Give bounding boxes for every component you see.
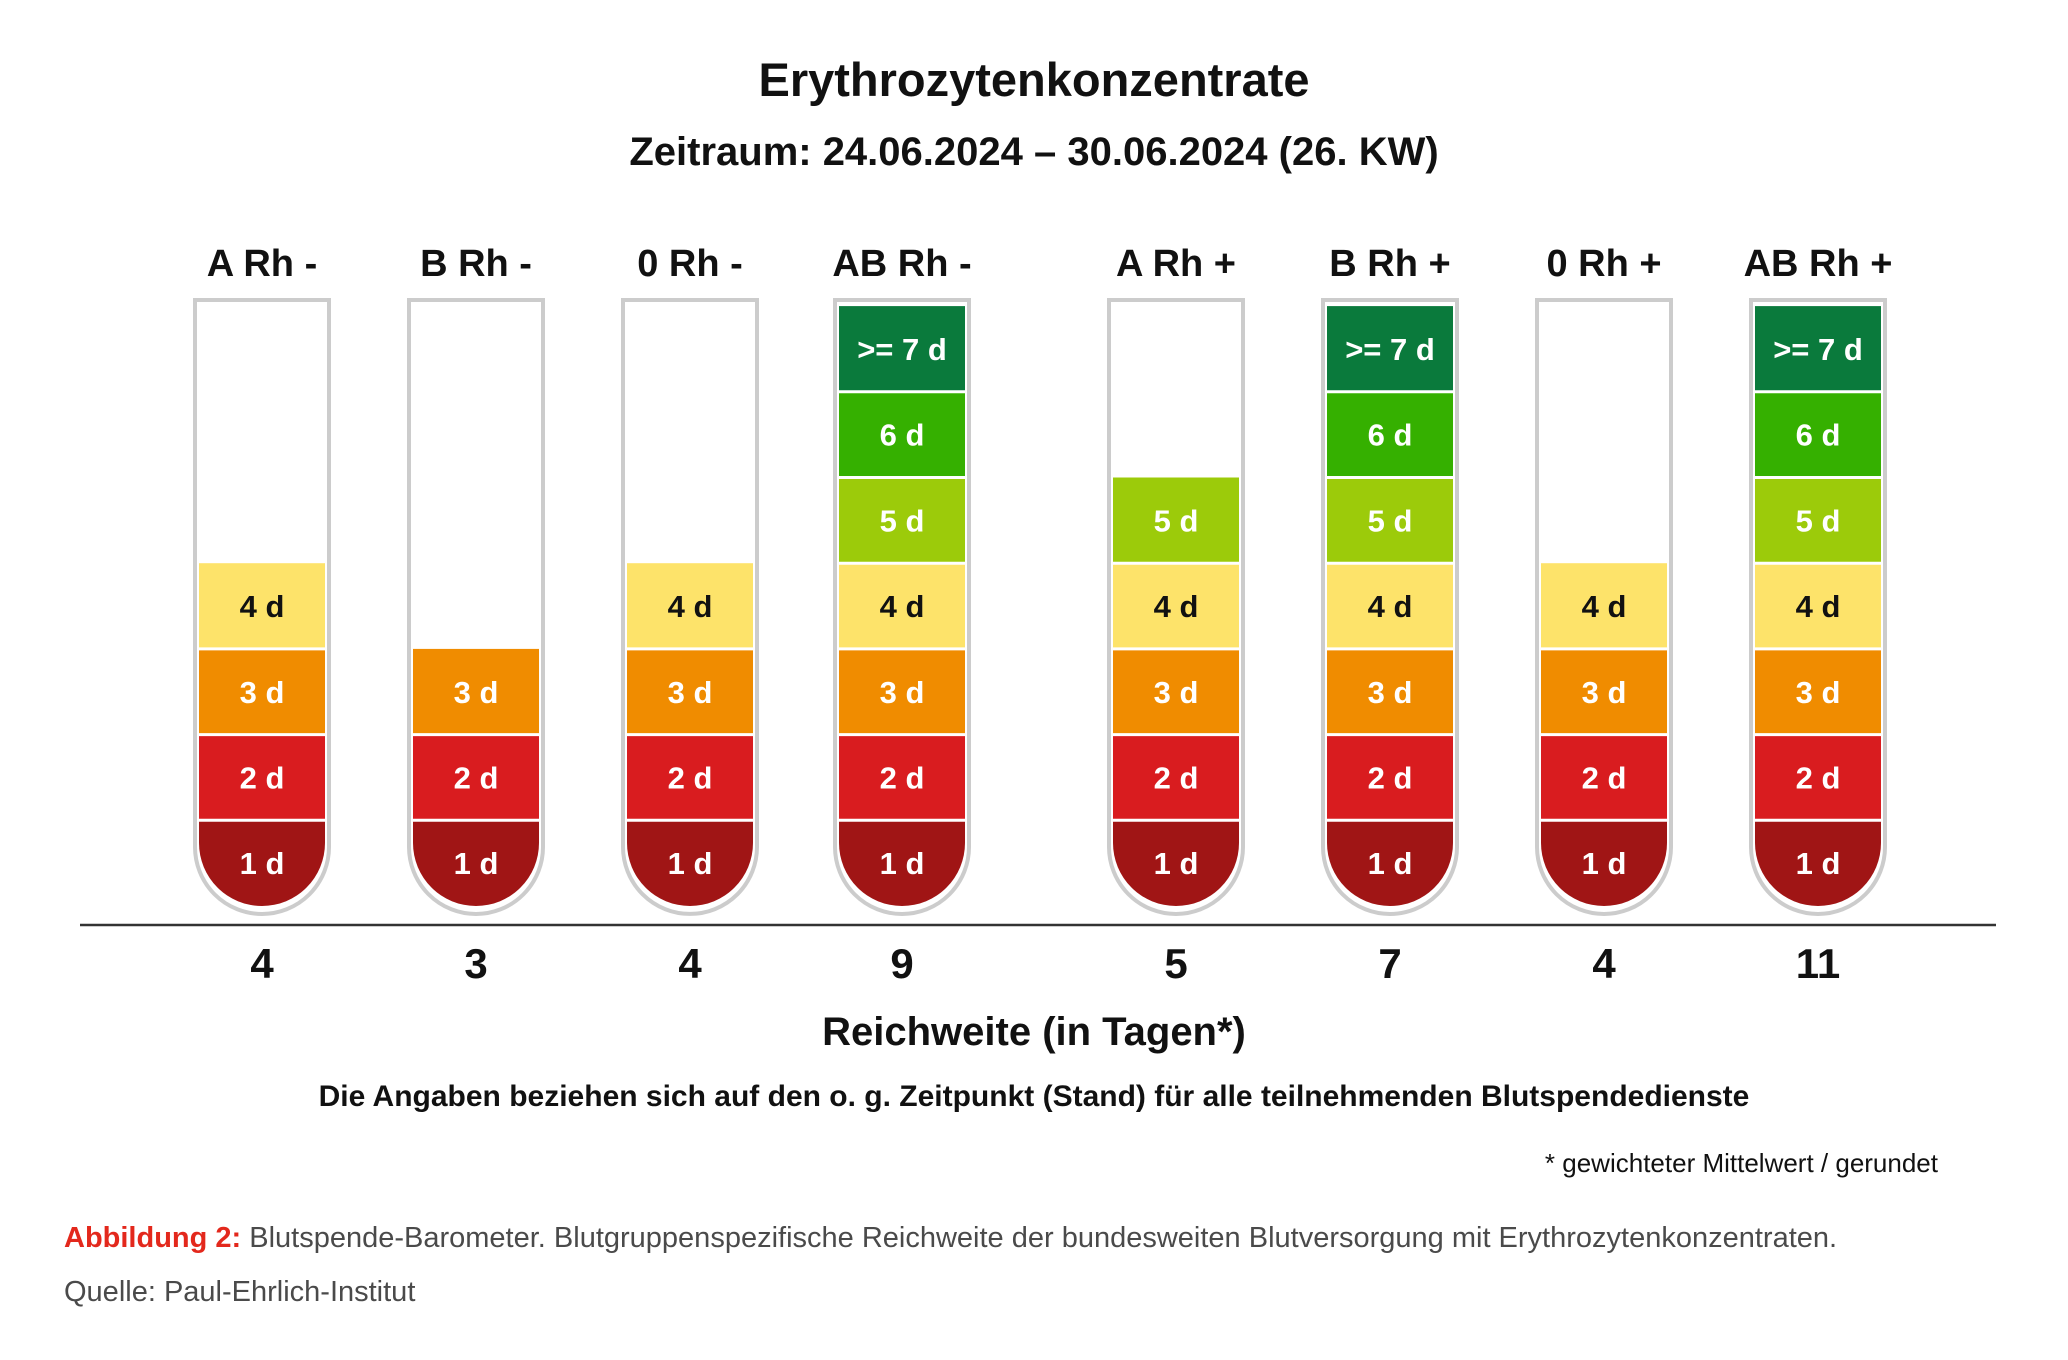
segment-label: 2 d bbox=[1154, 760, 1199, 795]
tube-segments: 1 d 2 d 3 d 4 d bbox=[627, 563, 753, 926]
segment-label: 2 d bbox=[454, 760, 499, 795]
category-label: AB Rh - bbox=[832, 243, 971, 285]
tube-3: 1 d 2 d 3 d 4 d bbox=[623, 300, 757, 926]
segment-label: 1 d bbox=[454, 846, 499, 881]
segment-label: 2 d bbox=[1796, 760, 1841, 795]
segment-label: 3 d bbox=[454, 675, 499, 710]
value-label: 9 bbox=[890, 940, 913, 987]
tube-segments: 1 d 2 d 3 d bbox=[413, 649, 539, 926]
tube-segments: 1 d 2 d 3 d 4 d bbox=[199, 563, 325, 926]
segment-label: 3 d bbox=[1154, 675, 1199, 710]
segment-label: 3 d bbox=[240, 675, 285, 710]
category-label: B Rh + bbox=[1329, 243, 1450, 285]
tube-8: 1 d 2 d 3 d 4 d 5 d 6 d >= 7 d bbox=[1751, 300, 1885, 926]
category-label: 0 Rh + bbox=[1546, 243, 1661, 285]
segment-label: 1 d bbox=[880, 846, 925, 881]
tube-6: 1 d 2 d 3 d 4 d 5 d 6 d >= 7 d bbox=[1323, 300, 1457, 926]
tube-segments: 1 d 2 d 3 d 4 d 5 d 6 d >= 7 d bbox=[1755, 306, 1881, 926]
segment-label: 6 d bbox=[1368, 418, 1413, 453]
segment-label: 2 d bbox=[1582, 760, 1627, 795]
chart-plot: 1 d 2 d 3 d 4 d A Rh - 4 1 d 2 d 3 d B Rh - 3 1 d 2 … bbox=[0, 0, 2068, 1000]
segment-label: 2 d bbox=[668, 760, 713, 795]
tube-7: 1 d 2 d 3 d 4 d bbox=[1537, 300, 1671, 926]
segment-label: 3 d bbox=[668, 675, 713, 710]
source-note: Quelle: Paul-Ehrlich-Institut bbox=[64, 1276, 415, 1309]
segment-label: 2 d bbox=[240, 760, 285, 795]
chart-footnote: * gewichteter Mittelwert / gerundet bbox=[1545, 1148, 1938, 1179]
segment-label: 1 d bbox=[1368, 846, 1413, 881]
segment-label: 5 d bbox=[1154, 503, 1199, 538]
segment-label: 1 d bbox=[1154, 846, 1199, 881]
segment-label: >= 7 d bbox=[1345, 332, 1435, 367]
segment-label: 5 d bbox=[1368, 503, 1413, 538]
segment-label: 6 d bbox=[880, 418, 925, 453]
segment-label: >= 7 d bbox=[857, 332, 947, 367]
tube-4: 1 d 2 d 3 d 4 d 5 d 6 d >= 7 d bbox=[835, 300, 969, 926]
value-label: 4 bbox=[250, 940, 274, 987]
segment-label: 4 d bbox=[1368, 589, 1413, 624]
value-label: 4 bbox=[1592, 940, 1616, 987]
segment-label: 3 d bbox=[1796, 675, 1841, 710]
segment-label: 4 d bbox=[1582, 589, 1627, 624]
segment-label: >= 7 d bbox=[1773, 332, 1863, 367]
tube-segments: 1 d 2 d 3 d 4 d 5 d 6 d >= 7 d bbox=[839, 306, 965, 926]
category-label: B Rh - bbox=[420, 243, 532, 285]
segment-label: 1 d bbox=[668, 846, 713, 881]
segment-label: 3 d bbox=[1368, 675, 1413, 710]
value-label: 4 bbox=[678, 940, 702, 987]
category-label: A Rh + bbox=[1116, 243, 1236, 285]
value-label: 5 bbox=[1164, 940, 1187, 987]
segment-label: 5 d bbox=[1796, 503, 1841, 538]
figure-caption: Abbildung 2: Blutspende-Barometer. Blutg… bbox=[64, 1222, 1837, 1255]
chart-note: Die Angaben beziehen sich auf den o. g. … bbox=[0, 1080, 2068, 1114]
segment-label: 3 d bbox=[1582, 675, 1627, 710]
segment-label: 4 d bbox=[240, 589, 285, 624]
segment-label: 4 d bbox=[668, 589, 713, 624]
category-label: 0 Rh - bbox=[637, 243, 743, 285]
segment-label: 1 d bbox=[1582, 846, 1627, 881]
value-label: 11 bbox=[1796, 940, 1840, 987]
value-label: 3 bbox=[464, 940, 487, 987]
caption-label: Abbildung 2: bbox=[64, 1222, 241, 1254]
segment-label: 2 d bbox=[1368, 760, 1413, 795]
segment-label: 2 d bbox=[880, 760, 925, 795]
category-label: A Rh - bbox=[207, 243, 317, 285]
value-label: 7 bbox=[1378, 940, 1401, 987]
tube-segments: 1 d 2 d 3 d 4 d bbox=[1541, 563, 1667, 926]
segment-label: 5 d bbox=[880, 503, 925, 538]
segment-label: 1 d bbox=[240, 846, 285, 881]
caption-text: Blutspende-Barometer. Blutgruppenspezifi… bbox=[241, 1222, 1837, 1254]
segment-label: 4 d bbox=[1154, 589, 1199, 624]
segment-label: 4 d bbox=[1796, 589, 1841, 624]
tube-segments: 1 d 2 d 3 d 4 d 5 d 6 d >= 7 d bbox=[1327, 306, 1453, 926]
segment-label: 1 d bbox=[1796, 846, 1841, 881]
segment-label: 4 d bbox=[880, 589, 925, 624]
tube-segments: 1 d 2 d 3 d 4 d 5 d bbox=[1113, 478, 1239, 927]
segment-label: 3 d bbox=[880, 675, 925, 710]
tube-5: 1 d 2 d 3 d 4 d 5 d bbox=[1109, 300, 1243, 926]
x-axis-label: Reichweite (in Tagen*) bbox=[0, 1010, 2068, 1055]
category-label: AB Rh + bbox=[1744, 243, 1893, 285]
tube-1: 1 d 2 d 3 d 4 d bbox=[195, 300, 329, 926]
tube-2: 1 d 2 d 3 d bbox=[409, 300, 543, 926]
segment-label: 6 d bbox=[1796, 418, 1841, 453]
